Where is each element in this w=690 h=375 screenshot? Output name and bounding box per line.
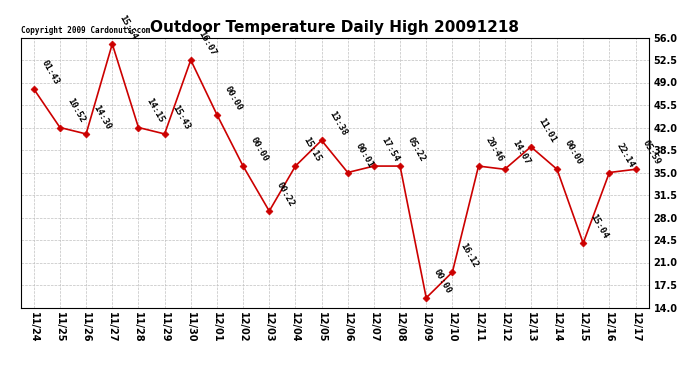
- Text: 16:07: 16:07: [197, 30, 217, 57]
- Text: 14:30: 14:30: [92, 104, 113, 131]
- Text: 16:12: 16:12: [458, 242, 479, 269]
- Text: 00:00: 00:00: [248, 135, 270, 163]
- Text: 15:04: 15:04: [589, 213, 610, 240]
- Title: Outdoor Temperature Daily High 20091218: Outdoor Temperature Daily High 20091218: [150, 20, 519, 35]
- Text: 01:43: 01:43: [39, 58, 61, 86]
- Text: 17:54: 17:54: [380, 135, 401, 163]
- Text: Copyright 2009 Cardonuts.com: Copyright 2009 Cardonuts.com: [21, 26, 150, 35]
- Text: 05:22: 05:22: [406, 135, 427, 163]
- Text: 00:00: 00:00: [222, 84, 244, 112]
- Text: 13:38: 13:38: [327, 110, 348, 138]
- Text: 05:59: 05:59: [641, 139, 662, 166]
- Text: 20:46: 20:46: [484, 135, 505, 163]
- Text: 15:15: 15:15: [301, 135, 322, 163]
- Text: 14:07: 14:07: [511, 139, 531, 166]
- Text: 22:14: 22:14: [615, 142, 636, 170]
- Text: 15:43: 15:43: [170, 104, 191, 131]
- Text: 00:01: 00:01: [353, 142, 375, 170]
- Text: 00:00: 00:00: [432, 267, 453, 295]
- Text: 15:54: 15:54: [118, 13, 139, 41]
- Text: 00:00: 00:00: [562, 139, 584, 166]
- Text: 00:22: 00:22: [275, 180, 296, 208]
- Text: 11:01: 11:01: [536, 116, 558, 144]
- Text: 10:52: 10:52: [66, 97, 87, 125]
- Text: 14:15: 14:15: [144, 97, 165, 125]
